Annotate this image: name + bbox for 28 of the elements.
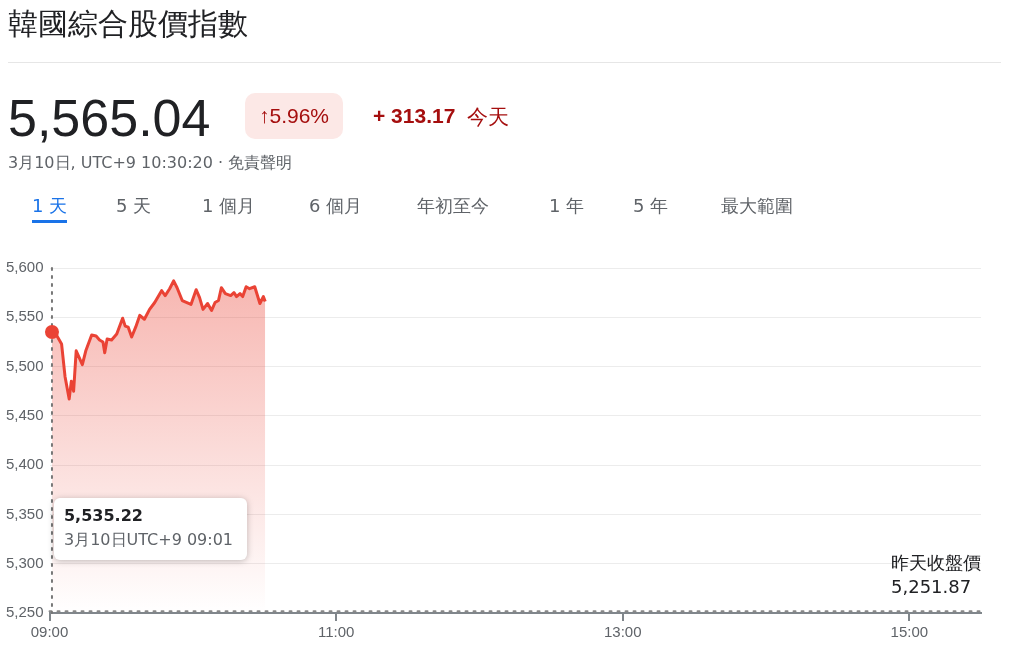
y-tick-label: 5,300 — [5, 553, 44, 571]
text: 5 年 — [633, 194, 669, 218]
annotation: 5,535.22 3月10日UTC+9 09:01 — [63, 506, 234, 550]
text: 1 個月 — [202, 194, 256, 218]
y-tick-label: 5,450 — [5, 406, 44, 423]
text: 今天 — [467, 104, 509, 131]
y-tick-label: 5,500 — [5, 356, 44, 374]
y-tick-label: 5,350 — [5, 504, 44, 522]
text: 1 年 — [549, 194, 585, 218]
text: ↑5.96% — [245, 93, 344, 139]
y-tick-label: 5,250 — [5, 603, 44, 621]
text: 最大範圍 — [721, 194, 793, 218]
x-tick-label: 13:00 — [603, 623, 642, 641]
text: 6 個月 — [309, 194, 363, 218]
text: + 313.17 — [373, 104, 456, 128]
x-tick-label: 09:00 — [30, 623, 69, 641]
text: 3月10日, UTC+9 10:30:20 · 免責聲明 — [8, 153, 293, 174]
chart-subtitle: 5,565.04 — [8, 88, 211, 148]
x-tick-label: 11:00 — [317, 623, 355, 641]
ref-line-label: 昨天收盤價5,251.87 — [891, 551, 981, 597]
y-tick-label: 5,600 — [5, 258, 44, 276]
text: 年初至今 — [417, 194, 489, 218]
x-tick-label: 15:00 — [890, 623, 929, 641]
text: 1 天 — [32, 194, 68, 223]
y-tick-label: 5,550 — [5, 307, 44, 325]
chart-title: 韓國綜合股價指數 — [8, 5, 248, 43]
text: 5 天 — [116, 194, 152, 218]
y-tick-label: 5,400 — [5, 455, 44, 473]
